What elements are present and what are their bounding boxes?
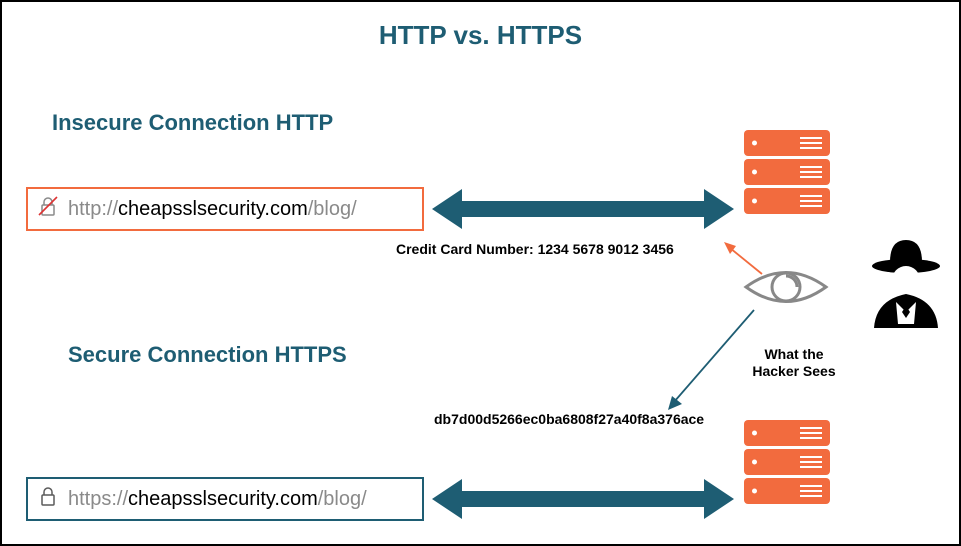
- arrow-eye-to-ciphertext: [662, 304, 762, 414]
- server-icon: [744, 478, 830, 504]
- page-title: HTTP vs. HTTPS: [2, 20, 959, 51]
- insecure-section-label: Insecure Connection HTTP: [52, 110, 333, 136]
- hacker-icon: [862, 232, 950, 332]
- server-icon: [744, 159, 830, 185]
- secure-url-box: https://cheapsslsecurity.com/blog/: [26, 477, 424, 521]
- double-arrow-secure: [432, 477, 734, 521]
- server-stack-insecure: [744, 130, 830, 214]
- secure-url-text: https://cheapsslsecurity.com/blog/: [68, 488, 367, 511]
- server-icon: [744, 449, 830, 475]
- lock-strikethrough-icon: [38, 195, 58, 223]
- arrow-eye-to-plaintext: [722, 240, 772, 280]
- diagram-frame: HTTP vs. HTTPS Insecure Connection HTTP …: [0, 0, 961, 546]
- server-icon: [744, 420, 830, 446]
- server-stack-secure: [744, 420, 830, 504]
- server-icon: [744, 130, 830, 156]
- insecure-url-text: http://cheapsslsecurity.com/blog/: [68, 198, 357, 221]
- server-icon: [744, 188, 830, 214]
- lock-icon: [38, 485, 58, 513]
- secure-section-label: Secure Connection HTTPS: [68, 342, 347, 368]
- double-arrow-insecure: [432, 187, 734, 231]
- insecure-data-text: Credit Card Number: 1234 5678 9012 3456: [396, 241, 674, 257]
- insecure-url-box: http://cheapsslsecurity.com/blog/: [26, 187, 424, 231]
